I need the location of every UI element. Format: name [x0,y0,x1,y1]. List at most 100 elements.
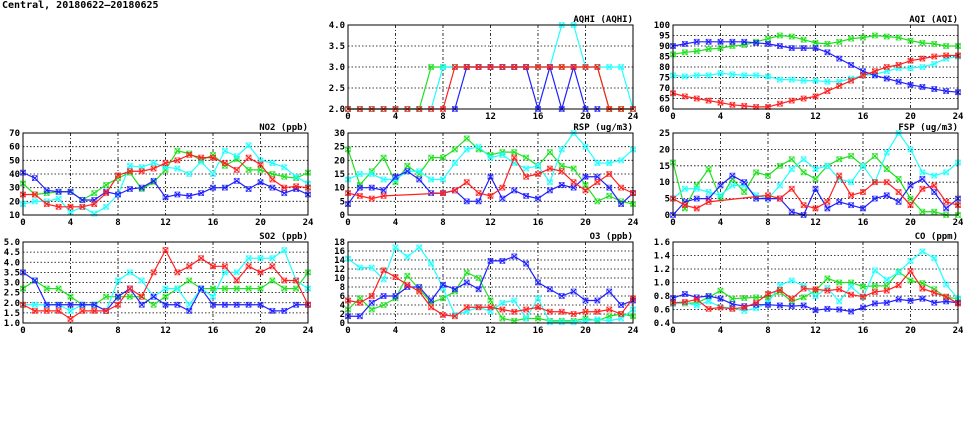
data-point-marker [681,291,688,297]
data-point-marker [776,182,783,189]
marker-box [91,301,98,308]
marker-box [162,160,169,166]
marker-box [765,172,771,179]
marker-cross [511,317,518,324]
marker-cross [895,269,902,276]
data-point-marker [233,177,240,184]
marker-box [475,198,482,205]
marker-box [451,313,458,320]
data-point-marker [43,187,50,194]
data-point-marker [103,190,110,197]
marker-cross [487,297,494,304]
marker-cross [883,179,890,186]
marker-cross [380,276,387,283]
marker-cross [281,307,288,314]
marker-cross [693,185,700,192]
marker-cross [428,304,435,311]
data-point-marker [812,93,819,100]
y-tick-label: 100 [654,21,670,31]
marker-cross [174,269,181,276]
data-point-marker [281,173,288,180]
data-point-marker [487,173,494,180]
data-point-marker [487,154,494,161]
marker-cross [269,263,276,270]
data-point-marker [717,304,724,311]
marker-box [871,282,878,289]
data-point-marker [404,253,411,260]
series-red [20,151,311,210]
data-point-marker [115,191,121,198]
data-point-marker [79,203,86,210]
marker-box [487,257,494,264]
marker-box [511,297,518,304]
marker-cross [126,293,133,300]
marker-box [428,64,435,70]
marker-box [931,53,938,60]
marker-cross [931,53,938,60]
marker-cross [705,293,712,299]
marker-box [368,306,375,313]
marker-box [931,189,938,195]
marker-cross [836,279,843,286]
x-tick-label: 24 [953,326,964,336]
data-point-marker [535,64,541,70]
marker-box [487,64,494,70]
marker-box [931,60,938,67]
marker-cross [293,285,300,292]
data-point-marker [79,301,86,308]
marker-box [546,187,553,194]
plot-frame [672,132,959,216]
marker-box [67,203,74,210]
y-tick-label: 18 [334,238,345,248]
y-tick-label: 0.4 [654,319,671,329]
y-tick-label: 20 [9,197,20,207]
data-point-marker [788,185,795,192]
chart-title: FSP (ug/m3) [898,123,958,133]
marker-box [115,191,121,198]
marker-cross [919,176,926,182]
marker-box [67,301,74,308]
data-point-marker [907,195,914,202]
data-point-marker [523,154,530,161]
marker-cross [257,167,264,173]
marker-cross [451,64,458,70]
marker-box [907,277,914,284]
marker-cross [717,70,724,77]
data-point-marker [741,179,748,186]
marker-box [681,185,688,192]
data-point-marker [943,198,950,205]
data-point-marker [126,269,133,276]
marker-box [931,255,938,262]
marker-cross [523,64,530,70]
marker-box [931,86,938,92]
marker-box [800,45,807,51]
x-tick-label: 8 [765,218,770,228]
data-point-marker [776,287,783,293]
x-tick-label: 16 [208,326,219,336]
marker-box [836,38,843,45]
marker-box [210,184,216,191]
data-point-marker [570,288,577,295]
marker-cross [103,190,110,197]
plot-frame [347,132,634,216]
x-tick-label: 12 [485,218,496,228]
data-point-marker [428,64,435,70]
marker-box [463,179,470,186]
marker-box [162,194,169,201]
marker-box [257,166,264,173]
marker-box [618,315,625,322]
marker-box [907,202,914,209]
marker-cross [871,179,878,186]
marker-box [800,77,807,84]
marker-box [558,308,565,315]
data-point-marker [428,176,435,183]
marker-box [883,64,890,70]
marker-box [55,203,62,210]
marker-cross [511,149,518,156]
x-tick-label: 16 [533,218,544,228]
marker-box [895,34,902,41]
marker-box [765,41,771,47]
marker-box [582,308,589,315]
marker-cross [860,189,866,195]
